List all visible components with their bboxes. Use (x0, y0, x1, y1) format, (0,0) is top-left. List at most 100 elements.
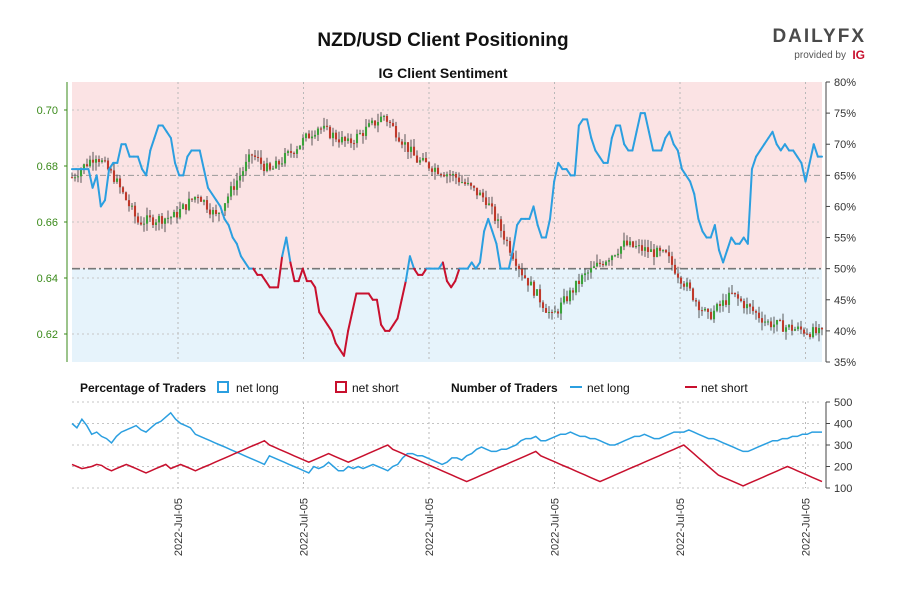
candle-body (592, 266, 596, 268)
candle-body (253, 155, 257, 157)
sentiment-segment (750, 155, 758, 171)
sentiment-segment (277, 255, 284, 289)
sentiment-segment (334, 342, 341, 351)
candle-body (703, 308, 707, 311)
brand-name: DAILYFX (772, 26, 866, 47)
candle-body (589, 267, 593, 273)
candle-body (271, 168, 275, 170)
candle-body (730, 292, 734, 294)
candle-body (673, 264, 677, 274)
sentiment-segment (322, 317, 329, 326)
sentiment-segment (771, 130, 778, 146)
legend-pct-long-swatch (217, 381, 229, 393)
chart-title: NZD/USD Client Positioning (317, 30, 568, 51)
candle-body (364, 126, 368, 136)
price-axis: 0.62 0.64 0.66 0.68 0.70 (37, 82, 68, 362)
candle-body (631, 241, 635, 247)
date-tick-label: 2022-Jul-05 (801, 498, 813, 556)
candle-body (115, 178, 119, 182)
candle-body (583, 273, 587, 276)
candle-body (349, 138, 353, 144)
sentiment-segment (301, 267, 308, 283)
candle-body (175, 211, 179, 218)
candle-body (598, 262, 602, 264)
candle-body (544, 308, 548, 313)
candle-body (760, 318, 764, 323)
sentiment-segment (149, 137, 156, 152)
sentiment-segment (310, 280, 317, 289)
sentiment-segment (709, 224, 716, 239)
sentiment-segment (182, 155, 189, 177)
candle-body (274, 160, 278, 169)
traders-tick-label: 500 (834, 397, 852, 409)
sentiment-segment (206, 186, 214, 195)
candle-body (196, 196, 200, 198)
candle-body (763, 321, 767, 323)
sentiment-segment (198, 149, 205, 171)
candle-body (226, 196, 230, 204)
candle-body (820, 327, 824, 330)
candle-body (538, 289, 542, 303)
candle-body (376, 121, 380, 126)
candle-body (268, 163, 272, 170)
price-tick-label: 0.66 (37, 217, 58, 229)
sentiment-segment (124, 143, 131, 158)
candle-body (250, 154, 254, 156)
candle-body (568, 290, 572, 302)
candle-body (256, 156, 260, 158)
candle-body (700, 310, 704, 312)
sentiment-tick-label: 75% (834, 108, 856, 120)
candle-body (154, 222, 158, 225)
sentiment-segment (136, 155, 144, 171)
candle-body (412, 146, 416, 156)
candle-body (202, 200, 206, 202)
candle-body (415, 155, 419, 163)
net-short-count-line (71, 439, 823, 487)
candle-body (787, 324, 791, 328)
candle-body (199, 197, 203, 202)
sentiment-segment (722, 249, 729, 264)
sentiment-segment (804, 161, 811, 183)
legend-pct-short-label: net short (352, 381, 399, 395)
candle-body (448, 174, 452, 176)
candle-body (301, 138, 305, 146)
candle-body (475, 187, 479, 196)
sentiment-segment (800, 161, 807, 183)
sentiment-segment (441, 261, 448, 283)
candle-body (184, 204, 188, 210)
candle-body (121, 187, 125, 193)
candle-body (529, 281, 533, 286)
sentiment-segment (532, 205, 539, 227)
candle-body (574, 280, 578, 293)
sentiment-segment (577, 118, 584, 127)
candle-body (670, 256, 674, 265)
candle-body (235, 180, 239, 190)
candle-body (817, 327, 821, 334)
sentiment-segment (635, 112, 642, 133)
candle-body (619, 246, 623, 254)
sentiment-segment (421, 267, 428, 276)
sentiment-segment (598, 155, 605, 164)
candle-body (748, 304, 752, 307)
candle-body (652, 249, 656, 257)
traders-axis: 100 200 300 400 500 (825, 397, 852, 495)
sentiment-segment (672, 143, 679, 152)
candle-body (97, 159, 101, 163)
sentiment-segment (375, 298, 383, 326)
sentiment-segment (701, 230, 708, 239)
sentiment-tick-label: 70% (834, 139, 856, 151)
candle-body (508, 241, 512, 253)
candle-body (139, 222, 143, 225)
candle-body (391, 122, 395, 127)
sentiment-segment (738, 236, 745, 245)
candle-body (106, 160, 110, 170)
candle-body (697, 301, 701, 311)
candle-body (358, 133, 362, 135)
candle-body (370, 120, 374, 124)
sentiment-segment (680, 168, 688, 177)
candle-body (454, 173, 458, 178)
candle-body (82, 164, 86, 170)
candle-body (487, 203, 491, 206)
candle-body (460, 182, 464, 184)
sentiment-segment (779, 143, 786, 152)
